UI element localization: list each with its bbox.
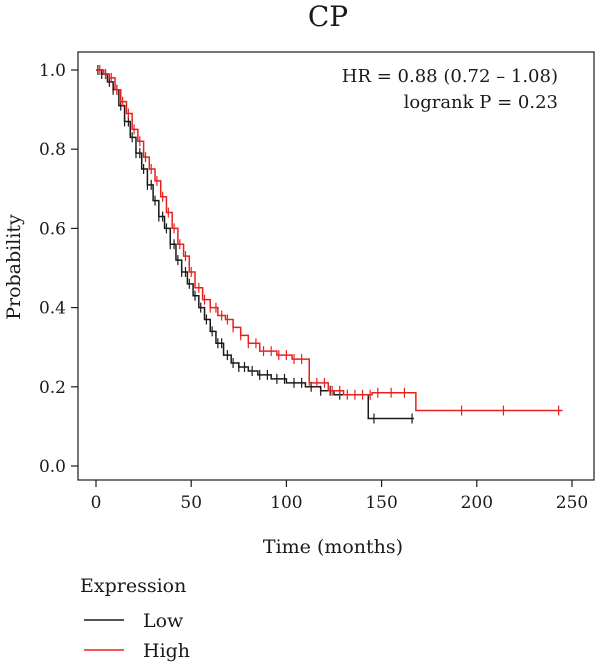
x-tick-label: 0 [91, 493, 102, 513]
x-tick-label: 150 [365, 493, 397, 513]
y-axis: 0.0 0.2 0.4 0.6 0.8 1.0 [39, 61, 78, 477]
legend: Expression Low High [80, 575, 190, 662]
survival-curve-low [96, 69, 414, 420]
chart-title: CP [308, 0, 348, 33]
hazard-ratio-text: HR = 0.88 (0.72 – 1.08) [342, 66, 558, 87]
y-tick-label: 0.0 [39, 457, 66, 477]
x-tick-label: 250 [556, 493, 588, 513]
plot-frame [77, 51, 595, 481]
legend-title: Expression [80, 575, 186, 597]
y-axis-label: Probability [3, 214, 25, 320]
y-tick-label: 1.0 [39, 61, 66, 81]
x-tick-label: 200 [461, 493, 493, 513]
y-tick-label: 0.4 [39, 299, 66, 319]
x-axis: 0 50 100 150 200 250 [91, 480, 588, 513]
logrank-p-text: logrank P = 0.23 [404, 92, 558, 113]
survival-curve-high [96, 69, 563, 412]
x-tick-label: 100 [270, 493, 302, 513]
y-tick-label: 0.2 [39, 378, 66, 398]
y-tick-label: 0.8 [39, 140, 66, 160]
legend-label-low: Low [143, 610, 184, 632]
legend-label-high: High [143, 640, 190, 662]
x-tick-label: 50 [180, 493, 202, 513]
x-axis-label: Time (months) [263, 536, 403, 558]
y-tick-label: 0.6 [39, 219, 66, 239]
survival-curves [96, 65, 563, 424]
